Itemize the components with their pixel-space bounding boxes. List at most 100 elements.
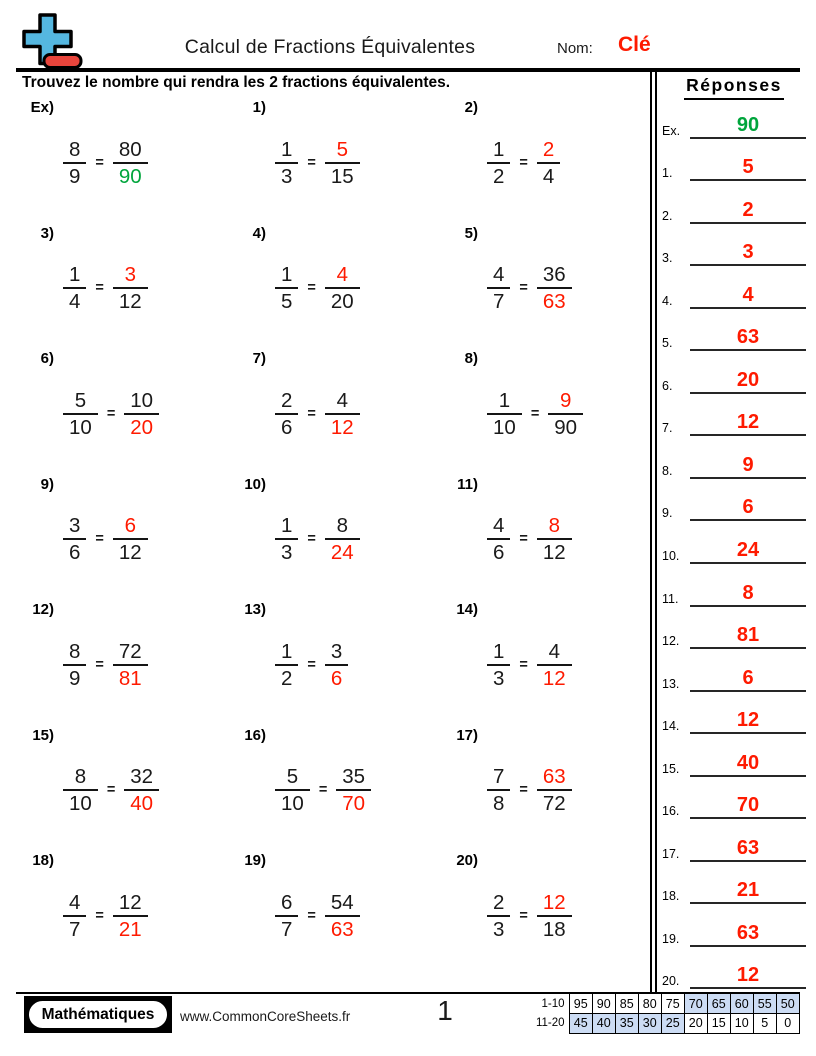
answer-value: 63 [690,837,806,862]
equals-sign: = [519,656,528,673]
answer-row: 6. 20 [662,351,806,394]
answer-number-label: 20. [662,974,680,989]
problem-number-label: 10) [244,475,266,493]
answer-fraction: 80 90 [112,137,148,189]
fraction-numerator: 4 [336,263,348,287]
answer-row: 19. 63 [662,904,806,947]
site-url: www.CommonCoreSheets.fr [180,1009,351,1024]
answer-fraction: 72 81 [112,639,148,691]
answer-number-label: 18. [662,889,680,904]
problem-number-label: Ex) [30,99,54,116]
given-fraction: 8 10 [63,764,98,816]
answer-row: 16. 70 [662,777,806,820]
grade-cell: 95 [568,993,593,1014]
grade-cell: 40 [591,1012,616,1034]
grade-cell: 55 [752,993,777,1014]
answer-number-label: 11. [662,591,679,606]
answer-fraction: 32 40 [124,764,160,816]
answer-fraction: 9 90 [548,388,584,440]
name-label: Nom: [557,40,593,57]
problem-number-label: 9) [40,475,54,493]
answer-row: 10. 24 [662,521,806,565]
answer-value: 40 [690,752,806,777]
equals-sign: = [307,531,316,548]
fraction-numerator: 8 [74,765,87,789]
answer-fraction: 3 12 [112,262,148,314]
answer-fraction: 4 12 [324,388,360,440]
answer-number-label: 12. [662,634,680,649]
answer-fraction: 6 12 [112,513,148,565]
fraction-numerator: 1 [281,639,293,663]
fraction-denominator: 18 [536,914,572,942]
problem: 15) 8 10 = 32 40 [16,727,228,854]
fraction-numerator: 63 [542,765,566,789]
answer-fraction: 5 15 [324,137,360,189]
fraction-numerator: 2 [493,890,505,914]
fraction-denominator: 63 [324,914,360,942]
fraction-denominator: 70 [336,789,372,816]
grade-cell: 20 [683,1012,708,1034]
fraction-denominator: 7 [275,914,299,942]
fraction-denominator: 4 [63,287,87,314]
fraction-denominator: 7 [487,287,511,314]
answer-number-label: 9. [662,506,673,521]
equals-sign: = [318,782,328,799]
problem: 4) 1 5 = 4 20 [228,225,440,352]
problem: 5) 4 7 = 36 63 [440,225,652,352]
answer-value: 24 [690,540,806,565]
answer-fraction: 4 20 [324,262,360,314]
answer-number-label: 15. [662,761,680,776]
problem-number-label: 11) [457,475,478,493]
fraction-numerator: 4 [493,263,505,287]
fraction-denominator: 3 [275,161,299,189]
answers-list: Ex. 90 1. 5 2. 2 3. 3 4. 4 5. 63 6. 20 7. 12 8. 9 9. 6 10. 24… [662,96,806,990]
problem: 6) 5 10 = 10 20 [16,350,228,477]
grade-cell: 70 [683,993,708,1014]
grade-cell: 90 [591,993,616,1014]
grade-cell: 5 [752,1012,777,1034]
grade-range-label: 1-10 [541,997,565,1010]
fraction-denominator: 15 [324,161,360,189]
equals-sign: = [95,907,104,924]
answer-value: 90 [690,114,806,139]
answer-value: 8 [690,582,806,607]
equals-sign: = [307,405,316,422]
problem-number-label: 7) [252,350,266,367]
answer-fraction: 12 21 [112,890,148,942]
given-fraction: 1 10 [487,388,522,440]
fraction-numerator: 2 [542,137,555,161]
answer-row: 3. 3 [662,224,806,267]
answer-value: 63 [690,327,806,352]
fraction-denominator: 12 [112,538,148,565]
equals-sign: = [519,531,528,548]
problem: 8) 1 10 = 9 90 [440,350,652,477]
problem: 9) 3 6 = 6 12 [16,475,228,603]
fraction-numerator: 80 [118,137,142,161]
answer-row: 7. 12 [662,394,806,437]
answer-fraction: 8 24 [324,513,360,565]
plus-minus-logo-icon [20,12,84,75]
problem-number-label: 16) [244,726,266,744]
fraction-denominator: 4 [536,161,561,189]
answer-row: 15. 40 [662,734,806,777]
answer-row: 5. 63 [662,309,806,352]
fraction-denominator: 2 [487,161,511,189]
grade-cell: 15 [706,1012,731,1034]
grade-cell: 25 [660,1012,685,1034]
answer-fraction: 35 70 [336,764,372,816]
fraction-denominator: 9 [63,663,87,691]
problem: 14) 1 3 = 4 12 [440,601,652,728]
fraction-denominator: 12 [536,538,572,565]
fraction-numerator: 4 [336,388,348,412]
fraction-numerator: 4 [69,890,81,914]
grade-cell: 45 [568,1012,593,1034]
equals-sign: = [530,405,540,422]
answer-value: 6 [690,667,806,692]
fraction-denominator: 6 [324,663,349,691]
given-fraction: 5 10 [275,764,310,816]
answer-value: 21 [690,880,806,905]
problem: Ex) 8 9 = 80 90 [16,99,228,226]
